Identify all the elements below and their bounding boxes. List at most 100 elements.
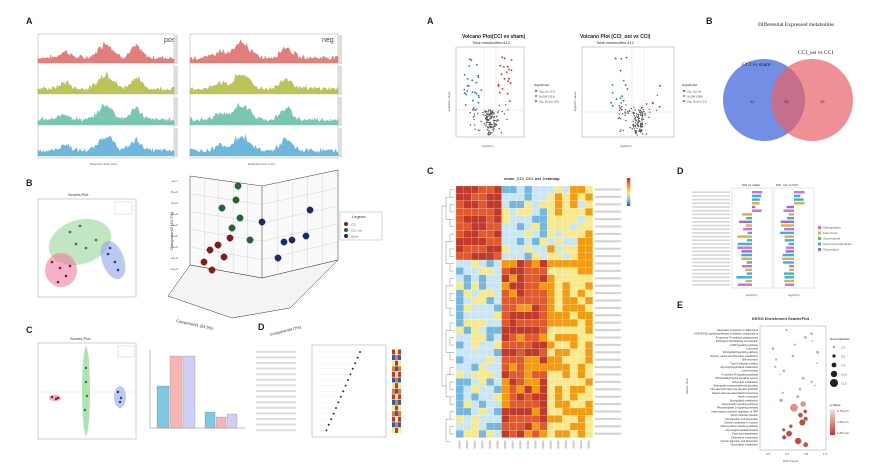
heatmap-cell [471,407,479,416]
heatmap-cell [463,304,472,312]
heatmap-cell [493,311,502,320]
bar-d-left [745,224,752,227]
volcano-point [486,129,488,131]
heatmap-cell [493,193,502,201]
volcano-point [619,118,622,120]
bars-d-legend-swatch [818,231,821,235]
volcano-point [638,117,641,120]
heatmap-cell [524,422,533,431]
vip-heat-cell [395,355,398,361]
heatmap-cell [577,400,586,409]
pca-grid-line [189,247,263,260]
heatmap-col-label-bar [466,440,469,449]
heatmap-cell [516,296,525,305]
vip-heat-cell [395,377,398,383]
volcano-point [476,108,478,110]
venn-left-count: 33 [750,99,755,104]
heatmap-cell [471,333,479,342]
spectra-strip [174,35,178,64]
heatmap-cell [577,363,586,372]
volcano-point [639,112,642,114]
heatmap-cell [501,237,510,246]
heatmap-dendro-branch [449,352,454,361]
volcano-point [634,131,637,133]
heatmap-cell [585,289,593,298]
heatmap-cell [554,400,563,409]
heatmap-cell [577,274,586,283]
kegg-xtick: 0.8 [804,452,809,456]
score-point [94,238,98,242]
heatmap-cell [493,415,502,423]
heatmap-cell [501,185,510,194]
bars-d-legend-label: Glycerolipids [823,237,841,241]
pca-legend-label: sham [351,235,359,239]
heatmap-cell [554,407,563,416]
heatmap-cell [569,252,578,261]
kegg-dot [810,380,813,383]
heatmap-cell [455,370,464,379]
heatmap-cell [471,296,479,305]
heatmap-cell [531,333,540,342]
heatmap-cell [569,274,578,283]
pca-ytick: -4e+6 [170,256,178,260]
kegg-size-label: 2.5 [841,346,846,350]
spectrum-trace [37,41,175,64]
heatmap-cell [562,245,571,253]
vip-heat-cell [395,427,398,433]
heatmap-cell [554,393,563,401]
pca-grid-line [261,187,339,205]
heatmap-cell [585,393,593,401]
heatmap-cell [524,282,533,290]
heatmap-cell [501,200,510,209]
bars-d-legend-label: Glycerolipid [823,248,839,252]
kegg-term-label: Kaposi sarcoma-associated herpesvirus [712,391,759,395]
kegg-dot [803,442,809,448]
heatmap-cell [569,400,578,409]
legend-box-b [114,201,133,215]
heatmap-cell [471,282,479,290]
kegg-dot [798,387,802,391]
heatmap-dendro-branch [445,241,450,264]
bar-c-5 [215,416,227,429]
heatmap-cell [455,400,464,409]
volcano-point [642,113,644,115]
heatmap-cell [471,237,479,246]
volcano-point [641,119,643,121]
volcano-point [485,123,487,125]
heatmap-cell [577,208,586,216]
volcano-point [641,114,644,116]
volcano-point [496,115,498,118]
heatmap-cell [585,208,593,216]
heatmap-cell [455,230,464,238]
heatmap-cell [455,237,464,246]
ellipse-green-c [82,347,90,435]
vip-name-bar [256,350,296,353]
score-point [50,260,54,264]
heatmap-cell [554,304,563,312]
bar-d-left [737,235,752,238]
volcano-point [637,125,640,128]
score-plot-c-frame [37,342,137,440]
volcano2-subtitle: Total metabolites:412 [596,40,635,45]
heatmap-cell [547,252,555,261]
heatmap-cell [547,407,555,416]
heatmap-cell [524,348,533,357]
spectrum-trace [37,135,175,157]
score-point [106,252,110,256]
heatmap-cell [562,407,571,416]
heatmap-cell [569,370,578,379]
heatmap-cell [493,393,502,401]
heatmap-cell [455,341,464,349]
heatmap-dendro-branch [445,196,450,220]
heatmap-cell [577,385,586,394]
bar-d-right [785,250,794,253]
volcano-point-down [477,101,480,104]
heatmap-row-label-bar [594,358,621,361]
bar-d-left [752,191,763,194]
vip-dot [335,407,337,409]
heatmap-cell [585,422,593,431]
volcano-point [490,117,493,119]
kegg-dot [789,424,793,428]
spectra-strip [174,66,178,95]
volcano-point [494,124,496,126]
